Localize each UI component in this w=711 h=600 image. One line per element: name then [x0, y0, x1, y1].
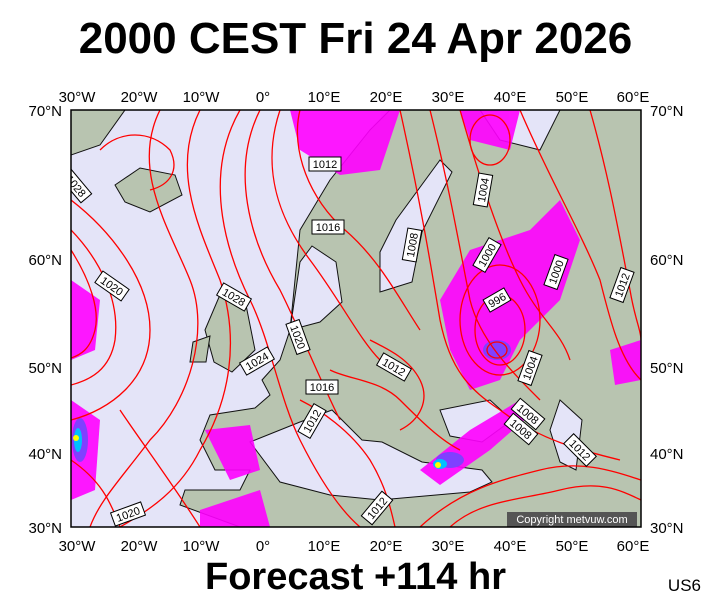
- svg-text:10°W: 10°W: [183, 89, 221, 106]
- lon-labels-top: 30°W 20°W 10°W 0° 10°E 20°E 30°E 40°E 50…: [59, 89, 650, 106]
- svg-text:30°W: 30°W: [59, 538, 97, 555]
- copyright-text: Copyright metvuw.com: [516, 514, 627, 526]
- svg-text:20°W: 20°W: [121, 89, 159, 106]
- isobar-label: 1004: [476, 177, 492, 203]
- lat-labels-right: 70°N 60°N 50°N 40°N 30°N: [650, 103, 684, 537]
- svg-text:50°N: 50°N: [650, 360, 684, 377]
- svg-text:0°: 0°: [256, 89, 270, 106]
- svg-text:60°N: 60°N: [650, 252, 684, 269]
- copyright-box: [507, 512, 637, 527]
- isobars: [71, 110, 641, 527]
- svg-text:60°N: 60°N: [28, 252, 62, 269]
- model-id: US6: [667, 576, 701, 595]
- svg-text:40°N: 40°N: [650, 446, 684, 463]
- lon-labels-bottom: 30°W 20°W 10°W 0° 10°E 20°E 30°E 40°E 50…: [59, 538, 650, 555]
- svg-text:10°E: 10°E: [308, 89, 341, 106]
- svg-text:30°E: 30°E: [432, 538, 465, 555]
- svg-text:0°: 0°: [256, 538, 270, 555]
- svg-text:70°N: 70°N: [28, 103, 62, 120]
- map-title: 2000 CEST Fri 24 Apr 2026: [78, 14, 633, 63]
- svg-text:70°N: 70°N: [650, 103, 684, 120]
- svg-text:60°E: 60°E: [617, 538, 650, 555]
- precipitation-extreme: [73, 435, 441, 468]
- svg-text:20°E: 20°E: [370, 89, 403, 106]
- isobar-label: 1016: [310, 382, 334, 394]
- svg-text:50°E: 50°E: [556, 538, 589, 555]
- svg-text:20°E: 20°E: [370, 538, 403, 555]
- svg-text:30°N: 30°N: [28, 520, 62, 537]
- isobar-label: 1016: [316, 222, 340, 234]
- svg-text:20°W: 20°W: [121, 538, 159, 555]
- forecast-hour: Forecast +114 hr: [204, 556, 506, 598]
- svg-text:40°E: 40°E: [494, 89, 527, 106]
- svg-text:30°N: 30°N: [650, 520, 684, 537]
- svg-text:50°N: 50°N: [28, 360, 62, 377]
- isobar-label: 1012: [313, 159, 337, 171]
- svg-text:10°E: 10°E: [308, 538, 341, 555]
- map-frame: [70, 109, 642, 528]
- svg-text:40°E: 40°E: [494, 538, 527, 555]
- svg-text:60°E: 60°E: [617, 89, 650, 106]
- svg-text:40°N: 40°N: [28, 446, 62, 463]
- svg-text:10°W: 10°W: [183, 538, 221, 555]
- lat-labels-left: 70°N 60°N 50°N 40°N 30°N: [28, 103, 62, 537]
- isobar-label: 1008: [405, 232, 421, 258]
- svg-text:30°E: 30°E: [432, 89, 465, 106]
- svg-text:50°E: 50°E: [556, 89, 589, 106]
- svg-text:30°W: 30°W: [59, 89, 97, 106]
